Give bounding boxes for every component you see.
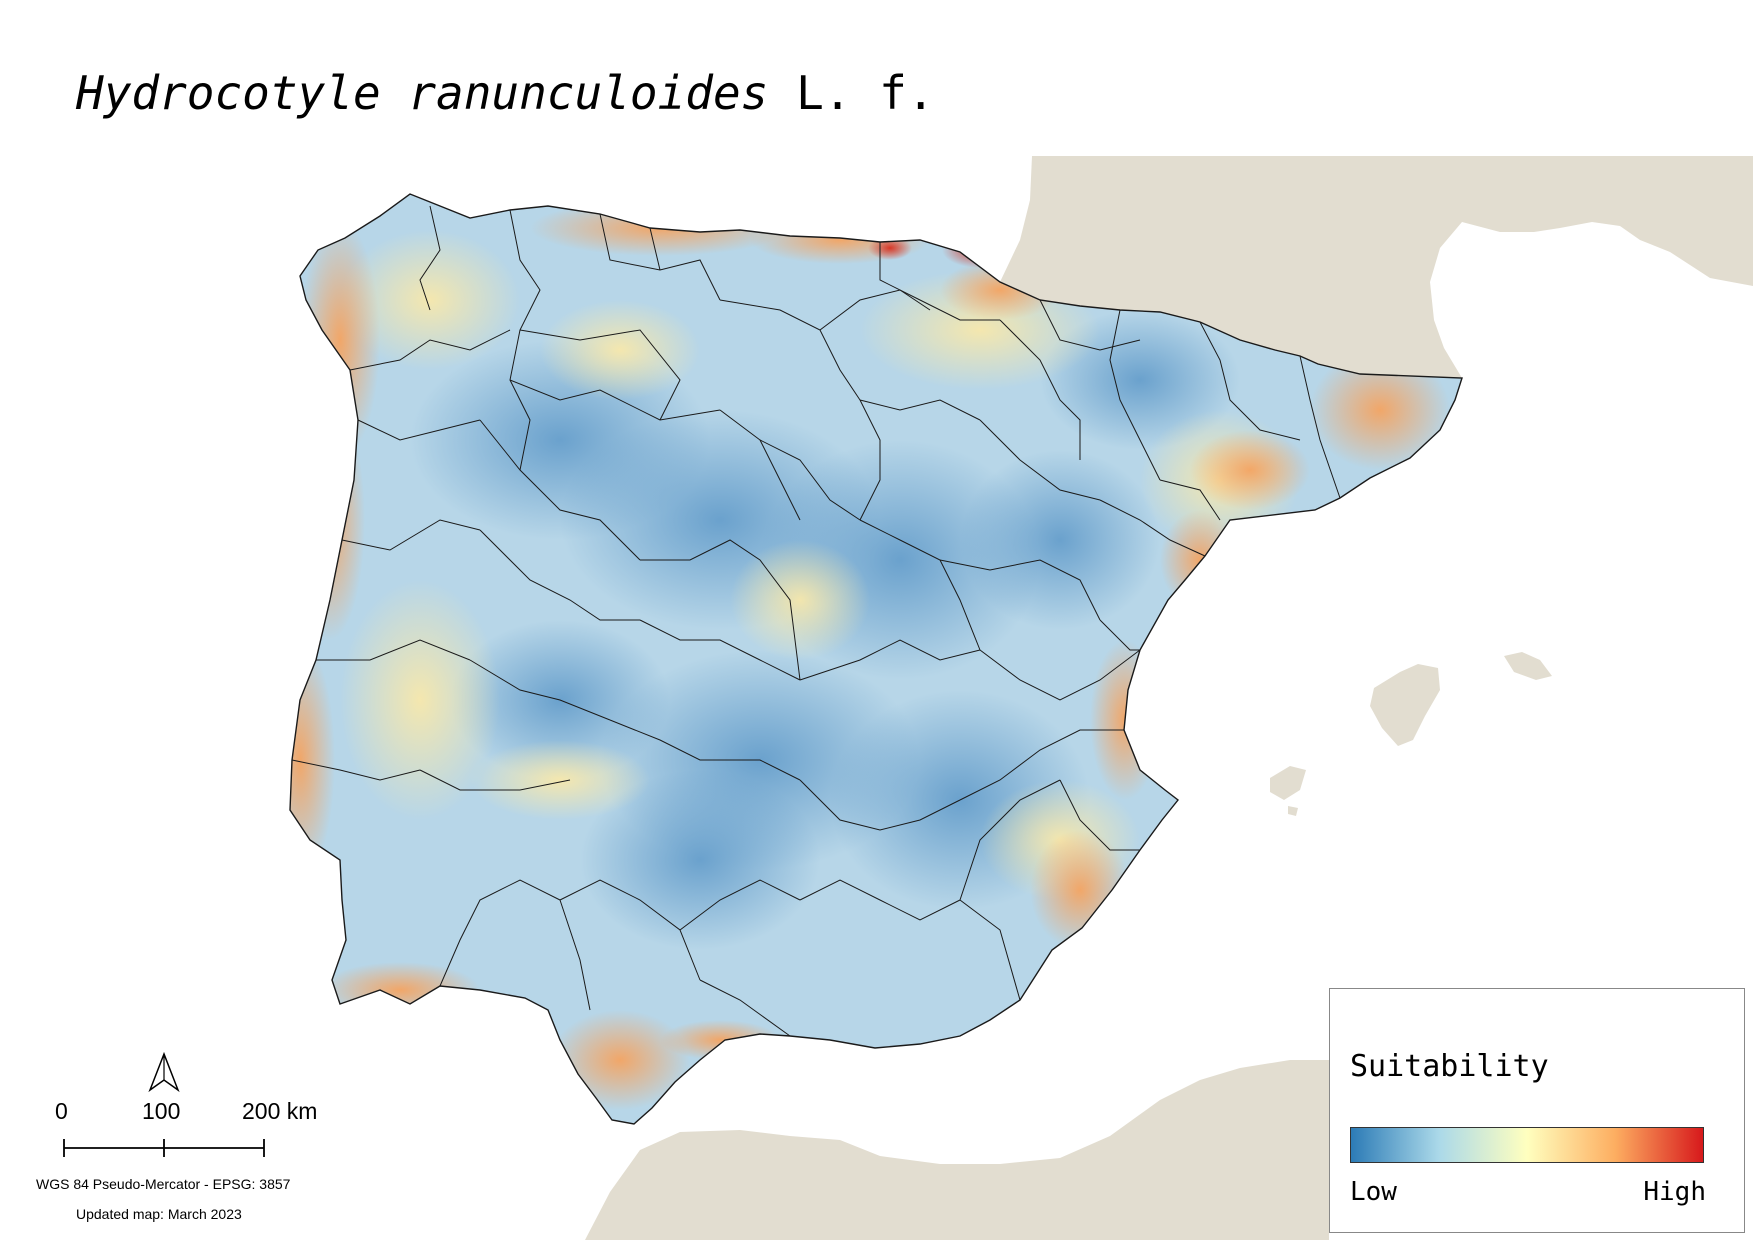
scale-bar — [63, 1139, 265, 1157]
north-arrow-icon — [148, 1051, 180, 1093]
scale-label-0: 0 — [55, 1098, 68, 1124]
legend: Suitability Low High — [1329, 988, 1745, 1233]
legend-high-label: High — [1643, 1177, 1706, 1207]
updated-note: Updated map: March 2023 — [76, 1206, 242, 1222]
species-name: Hydrocotyle ranunculoides — [76, 66, 769, 120]
iberia-coastline — [289, 193, 1463, 1125]
province-boundaries — [291, 205, 1341, 1037]
legend-color-ramp — [1350, 1127, 1704, 1163]
legend-low-label: Low — [1350, 1177, 1397, 1207]
projection-note: WGS 84 Pseudo-Mercator - EPSG: 3857 — [36, 1176, 291, 1192]
scale-label-100: 100 — [142, 1098, 181, 1124]
scale-label-200km: 200 km — [242, 1098, 318, 1124]
legend-title: Suitability — [1350, 1049, 1549, 1084]
map-title: Hydrocotyle ranunculoides L. f. — [76, 66, 935, 120]
species-author: L. f. — [796, 66, 935, 120]
surrounding-land — [585, 156, 1753, 1240]
